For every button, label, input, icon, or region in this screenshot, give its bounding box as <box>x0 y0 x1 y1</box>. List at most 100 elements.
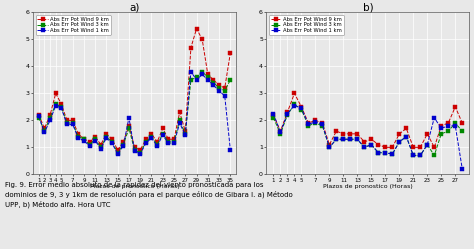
Abs Err Pot Wind 1 km <box>36 115 42 118</box>
Abs Err Pot Wind 9 km <box>306 122 311 124</box>
Abs Err Pot Wind 3 km <box>194 76 200 79</box>
Abs Err Pot Wind 1 km <box>278 131 283 134</box>
Abs Err Pot Wind 3 km <box>132 148 137 151</box>
Abs Err Pot Wind 9 km <box>120 140 126 143</box>
Abs Err Pot Wind 9 km <box>368 138 374 141</box>
Abs Err Pot Wind 1 km <box>347 138 353 141</box>
Abs Err Pot Wind 3 km <box>47 116 53 119</box>
Abs Err Pot Wind 1 km <box>355 138 360 141</box>
Abs Err Pot Wind 3 km <box>284 114 290 117</box>
Abs Err Pot Wind 1 km <box>418 154 423 157</box>
Abs Err Pot Wind 1 km <box>75 136 81 139</box>
Abs Err Pot Wind 1 km <box>109 142 115 145</box>
Abs Err Pot Wind 1 km <box>64 123 70 126</box>
Abs Err Pot Wind 3 km <box>228 78 233 81</box>
Abs Err Pot Wind 3 km <box>438 132 444 135</box>
Abs Err Pot Wind 9 km <box>64 119 70 122</box>
Abs Err Pot Wind 1 km <box>182 134 188 137</box>
Title: b): b) <box>363 2 373 12</box>
Abs Err Pot Wind 3 km <box>375 151 381 154</box>
Abs Err Pot Wind 3 km <box>347 138 353 141</box>
Abs Err Pot Wind 1 km <box>200 73 205 76</box>
Abs Err Pot Wind 1 km <box>362 146 367 149</box>
Abs Err Pot Wind 3 km <box>424 143 430 146</box>
Abs Err Pot Wind 9 km <box>70 119 75 122</box>
Abs Err Pot Wind 1 km <box>319 123 325 126</box>
Abs Err Pot Wind 1 km <box>165 142 171 145</box>
Abs Err Pot Wind 3 km <box>452 122 458 124</box>
Abs Err Pot Wind 1 km <box>104 136 109 139</box>
Abs Err Pot Wind 9 km <box>104 132 109 135</box>
Abs Err Pot Wind 9 km <box>410 146 416 149</box>
Abs Err Pot Wind 9 km <box>98 143 104 146</box>
Abs Err Pot Wind 1 km <box>292 104 297 107</box>
Abs Err Pot Wind 9 km <box>171 138 177 141</box>
Legend: Abs Err Pot Wind 9 km, Abs Err Pot Wind 3 km, Abs Err Pot Wind 1 km: Abs Err Pot Wind 9 km, Abs Err Pot Wind … <box>269 15 344 35</box>
Abs Err Pot Wind 9 km <box>126 124 132 127</box>
Abs Err Pot Wind 1 km <box>446 124 451 127</box>
Abs Err Pot Wind 9 km <box>355 132 360 135</box>
Line: Abs Err Pot Wind 1 km: Abs Err Pot Wind 1 km <box>272 104 464 171</box>
Abs Err Pot Wind 1 km <box>216 89 222 92</box>
Abs Err Pot Wind 3 km <box>383 151 388 154</box>
Abs Err Pot Wind 9 km <box>278 130 283 133</box>
Abs Err Pot Wind 9 km <box>149 132 155 135</box>
Abs Err Pot Wind 9 km <box>165 138 171 141</box>
Abs Err Pot Wind 3 km <box>53 103 59 106</box>
Abs Err Pot Wind 1 km <box>154 144 160 147</box>
Abs Err Pot Wind 1 km <box>47 119 53 122</box>
Abs Err Pot Wind 1 km <box>177 122 182 124</box>
Text: Fig. 9. Error medio absoluto de la rapidez del viento pronosticada para los
domi: Fig. 9. Error medio absoluto de la rapid… <box>5 182 292 208</box>
Abs Err Pot Wind 3 km <box>210 81 216 84</box>
Title: a): a) <box>129 2 140 12</box>
Abs Err Pot Wind 9 km <box>132 146 137 149</box>
Abs Err Pot Wind 1 km <box>410 154 416 157</box>
Abs Err Pot Wind 9 km <box>292 92 297 95</box>
Abs Err Pot Wind 1 km <box>132 150 137 153</box>
Abs Err Pot Wind 3 km <box>340 138 346 141</box>
Abs Err Pot Wind 3 km <box>306 124 311 127</box>
Abs Err Pot Wind 3 km <box>312 122 318 124</box>
Abs Err Pot Wind 1 km <box>306 123 311 126</box>
Abs Err Pot Wind 3 km <box>418 154 423 157</box>
Line: Abs Err Pot Wind 3 km: Abs Err Pot Wind 3 km <box>272 102 464 157</box>
Abs Err Pot Wind 9 km <box>92 135 98 138</box>
Legend: Abs Err Pot Wind 9 km, Abs Err Pot Wind 3 km, Abs Err Pot Wind 1 km: Abs Err Pot Wind 9 km, Abs Err Pot Wind … <box>36 15 110 35</box>
Abs Err Pot Wind 9 km <box>396 132 402 135</box>
Abs Err Pot Wind 3 km <box>334 138 339 141</box>
Abs Err Pot Wind 3 km <box>188 78 194 81</box>
Abs Err Pot Wind 1 km <box>70 123 75 126</box>
Abs Err Pot Wind 9 km <box>160 127 165 130</box>
Abs Err Pot Wind 9 km <box>205 73 210 76</box>
Abs Err Pot Wind 9 km <box>271 114 276 117</box>
Abs Err Pot Wind 9 km <box>424 132 430 135</box>
Abs Err Pot Wind 9 km <box>340 132 346 135</box>
Abs Err Pot Wind 3 km <box>403 135 409 138</box>
Abs Err Pot Wind 9 km <box>312 119 318 122</box>
Abs Err Pot Wind 1 km <box>115 153 120 156</box>
Abs Err Pot Wind 3 km <box>143 140 149 143</box>
Abs Err Pot Wind 1 km <box>53 104 59 107</box>
Abs Err Pot Wind 1 km <box>92 139 98 142</box>
Abs Err Pot Wind 1 km <box>271 112 276 115</box>
Abs Err Pot Wind 3 km <box>120 143 126 146</box>
Abs Err Pot Wind 3 km <box>355 138 360 141</box>
Abs Err Pot Wind 9 km <box>109 138 115 141</box>
Abs Err Pot Wind 3 km <box>446 130 451 133</box>
Abs Err Pot Wind 9 km <box>438 124 444 127</box>
Abs Err Pot Wind 3 km <box>98 146 104 149</box>
Abs Err Pot Wind 3 km <box>87 143 92 146</box>
Abs Err Pot Wind 3 km <box>410 154 416 157</box>
Abs Err Pot Wind 9 km <box>115 148 120 151</box>
Abs Err Pot Wind 3 km <box>396 140 402 143</box>
Abs Err Pot Wind 1 km <box>390 153 395 156</box>
Abs Err Pot Wind 9 km <box>154 140 160 143</box>
Abs Err Pot Wind 1 km <box>340 138 346 141</box>
Abs Err Pot Wind 3 km <box>160 132 165 135</box>
Abs Err Pot Wind 1 km <box>81 139 87 142</box>
Abs Err Pot Wind 9 km <box>222 86 228 89</box>
X-axis label: Plazos de pronostico (Horas): Plazos de pronostico (Horas) <box>323 184 413 189</box>
Abs Err Pot Wind 9 km <box>375 143 381 146</box>
Abs Err Pot Wind 9 km <box>228 52 233 55</box>
Abs Err Pot Wind 1 km <box>120 144 126 147</box>
